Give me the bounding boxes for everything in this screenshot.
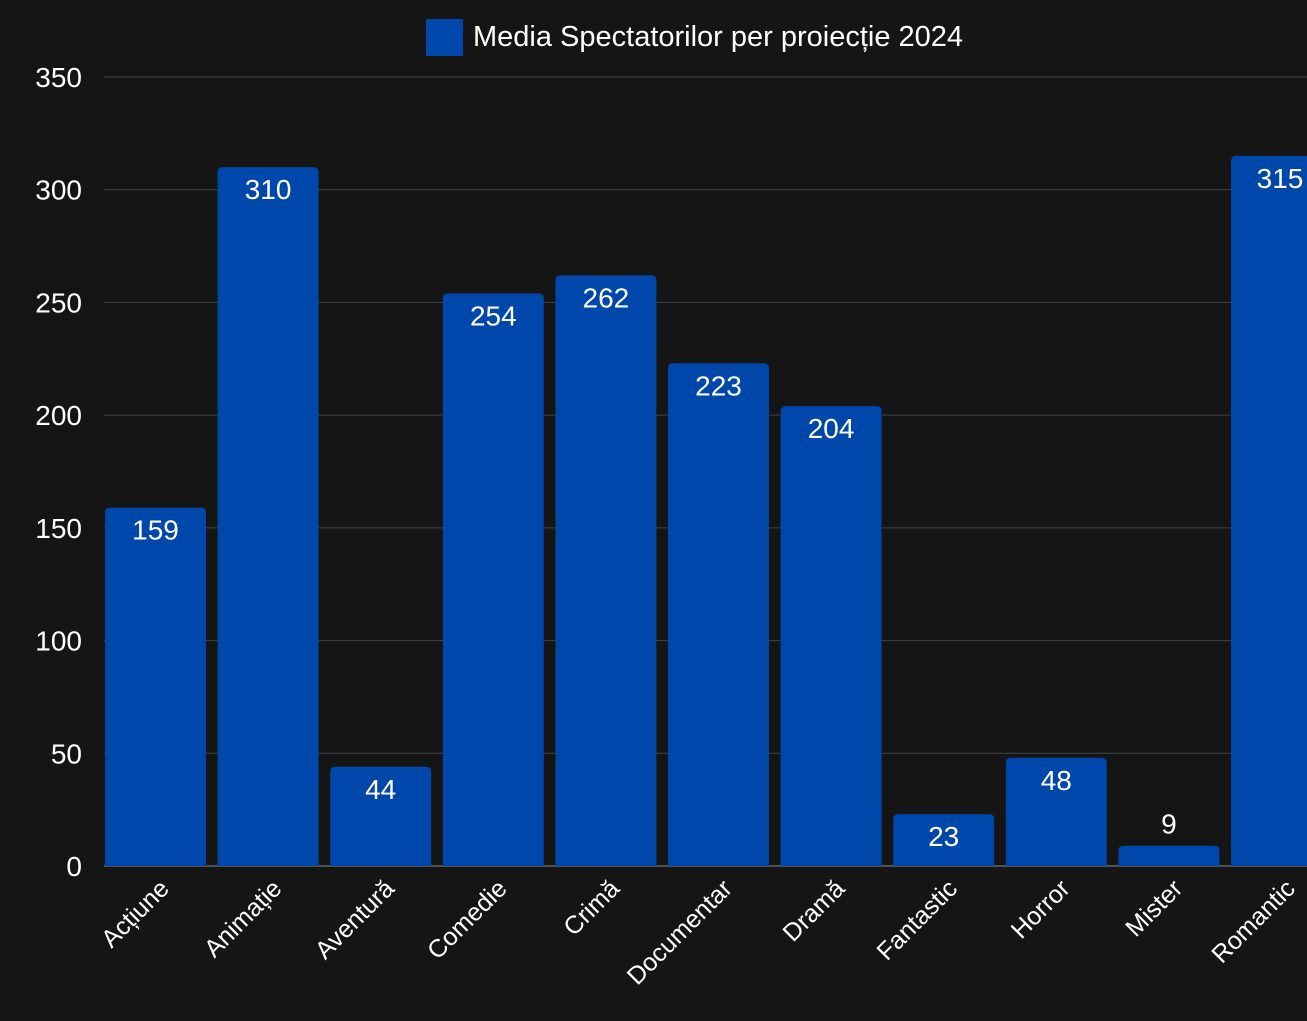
data-label: 204 bbox=[808, 413, 855, 444]
data-label: 23 bbox=[928, 821, 959, 852]
y-axis: 0 50 100 150 200 250 300 350 bbox=[35, 62, 82, 882]
y-tick-label: 200 bbox=[35, 400, 82, 431]
bar[interactable] bbox=[1231, 155, 1307, 866]
data-label: 254 bbox=[470, 300, 517, 331]
y-tick-label: 100 bbox=[35, 626, 82, 657]
bar[interactable] bbox=[217, 167, 319, 866]
legend-label: Media Spectatorilor per proiecție 2024 bbox=[473, 21, 963, 53]
y-tick-label: 350 bbox=[35, 62, 82, 93]
data-label: 9 bbox=[1161, 809, 1177, 840]
data-label: 262 bbox=[583, 282, 630, 313]
bar[interactable] bbox=[1005, 757, 1107, 866]
bar[interactable] bbox=[105, 507, 206, 866]
data-label: 159 bbox=[132, 515, 179, 546]
data-label: 48 bbox=[1041, 765, 1072, 796]
legend-swatch bbox=[426, 19, 463, 56]
y-tick-label: 0 bbox=[66, 851, 82, 882]
data-label: 223 bbox=[695, 370, 742, 401]
bar[interactable] bbox=[893, 814, 995, 866]
bar[interactable] bbox=[555, 275, 657, 866]
bars: 159 310 44 254 262 223 204 23 48 9 315 bbox=[105, 155, 1307, 866]
y-tick-label: 50 bbox=[51, 738, 82, 769]
y-tick-label: 300 bbox=[35, 175, 82, 206]
bar[interactable] bbox=[780, 406, 882, 866]
data-label: 44 bbox=[365, 774, 396, 805]
bar[interactable] bbox=[668, 363, 769, 866]
data-label: 310 bbox=[245, 174, 292, 205]
y-tick-label: 150 bbox=[35, 513, 82, 544]
bar[interactable] bbox=[330, 766, 432, 866]
legend[interactable]: Media Spectatorilor per proiecție 2024 bbox=[426, 19, 963, 56]
bar[interactable] bbox=[442, 293, 544, 866]
y-tick-label: 250 bbox=[35, 287, 82, 318]
data-label: 315 bbox=[1257, 163, 1304, 194]
bar[interactable] bbox=[1118, 845, 1220, 866]
